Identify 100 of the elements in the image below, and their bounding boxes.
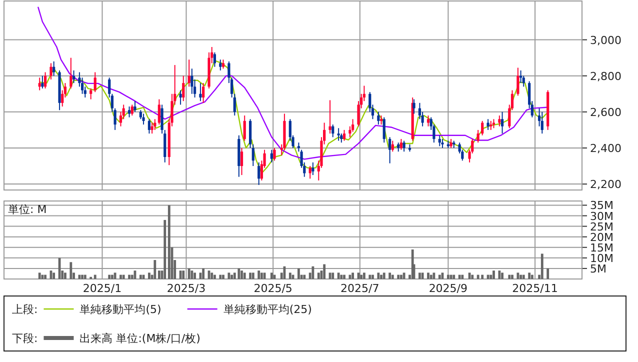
bar [427,272,430,279]
candlestick [492,118,496,129]
bar [530,274,534,279]
y-tick-label: 30M [590,210,614,223]
candlestick [450,138,452,148]
bar [84,274,86,279]
bar [214,274,216,279]
bar [297,268,300,279]
candlestick [222,59,225,70]
bar [492,270,495,279]
bar [110,274,114,279]
candlestick [397,142,400,152]
bar [382,272,386,279]
candlestick [158,98,160,126]
bar [418,272,421,279]
bar [348,274,352,279]
bar [352,272,354,279]
legend: 下段: 出来高 単位:(M株/口/枚) [12,332,200,345]
candlestick [219,59,222,71]
bar [508,274,511,279]
bar [312,266,314,279]
candlestick [179,90,182,106]
y-tick-label: 20M [590,230,614,244]
bar [368,274,372,279]
candlestick [481,120,484,136]
bar [210,272,214,279]
bar [81,274,84,279]
legend-label: 単純移動平均(25) [223,303,312,316]
bar [323,264,326,279]
bar [446,274,450,279]
candlestick [50,62,52,80]
candlestick [273,147,276,162]
candlestick [328,100,332,134]
bar [228,272,230,279]
candlestick [190,68,194,94]
bar [44,274,46,279]
candlestick [402,140,406,152]
y-tick-label: 5M [590,262,606,276]
x-tick-label: 2025/7 [340,282,380,295]
bar [188,268,190,279]
candlestick [70,57,72,89]
bar [546,268,550,279]
bar [243,272,246,279]
bar [240,270,243,279]
candlestick [72,70,76,84]
bar [332,272,334,279]
bar [194,272,196,279]
candlestick [160,104,164,134]
bar [202,268,205,279]
bar [481,274,484,279]
bar [430,274,432,279]
bar [168,205,170,279]
bar [397,274,400,279]
bar [164,220,166,279]
annotation: 単位: M [8,203,47,216]
candlestick [382,116,386,144]
bar [461,274,464,279]
bar [511,274,514,279]
bar [108,274,111,279]
y-tick-label: 2,800 [590,70,622,83]
y-tick-label: 2,600 [590,106,622,119]
bar [516,272,520,279]
bar [230,274,233,279]
bar [249,272,252,279]
candlestick [202,82,205,104]
bar [148,272,150,279]
candlestick [199,82,202,102]
candlestick [540,111,544,134]
bar [317,272,320,279]
candlestick [41,75,44,89]
x-tick-label: 2025/9 [428,282,468,295]
candlestick [337,128,340,142]
bar [233,272,236,279]
candlestick [426,115,430,127]
candlestick [377,111,380,126]
bar [222,274,224,279]
candlestick [213,52,216,68]
legend-label: 出来高 単位:(M株/口/枚) [80,332,200,345]
candlestick [441,138,444,148]
y-tick-label: 15M [590,241,614,254]
bar [388,272,392,279]
candlestick [388,136,392,164]
candlestick [240,147,244,176]
candlestick [258,162,260,186]
bar [258,270,260,279]
candlestick [94,72,96,93]
bar [270,272,273,279]
bar [41,274,44,279]
bar [38,272,41,279]
bar [360,274,363,279]
bar [476,274,480,279]
candlestick [164,129,166,163]
y-tick-label: 3,000 [590,34,622,47]
bar [391,274,394,279]
candlestick [182,75,185,102]
bar [288,272,292,279]
bar [219,274,222,279]
y-tick-label: 2,200 [590,178,622,192]
candlestick [312,162,314,176]
bar [182,270,185,279]
